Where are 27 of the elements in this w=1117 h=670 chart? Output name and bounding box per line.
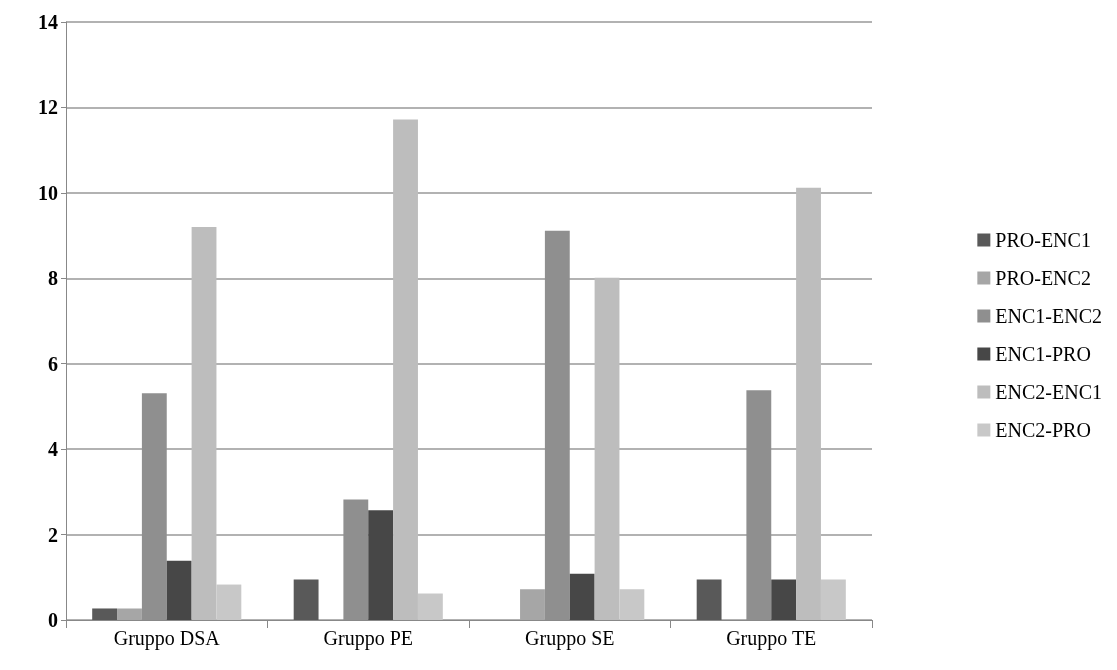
y-tick-label: 10: [38, 181, 58, 204]
y-tick-label: 2: [48, 523, 58, 546]
bar: [92, 608, 118, 620]
bar: [696, 579, 722, 620]
y-tick-label: 12: [38, 96, 58, 119]
y-tick-label: 4: [48, 438, 58, 461]
bar: [569, 573, 595, 620]
legend-label: ENC1-ENC2: [995, 305, 1103, 327]
x-tick-label: Gruppo DSA: [113, 627, 221, 650]
bar: [117, 608, 142, 620]
y-tick-label: 0: [48, 609, 58, 631]
x-tick-label: Gruppo SE: [525, 627, 615, 650]
bar: [166, 560, 192, 620]
bar: [520, 589, 545, 620]
y-tick-label: 6: [48, 352, 58, 375]
legend-label: ENC2-PRO: [995, 419, 1091, 441]
y-tick-label: 8: [48, 267, 58, 290]
legend-label: ENC2-ENC1: [995, 381, 1103, 403]
legend-label: ENC1-PRO: [995, 343, 1091, 365]
bar: [771, 579, 797, 620]
bar: [293, 579, 319, 620]
x-tick-label: Gruppo TE: [726, 627, 817, 650]
bar: [368, 510, 394, 620]
x-tick-label: Gruppo PE: [323, 627, 413, 650]
legend-label: PRO-ENC2: [995, 267, 1091, 289]
legend-label: PRO-ENC1: [995, 229, 1091, 251]
y-tick-label: 14: [38, 11, 58, 33]
